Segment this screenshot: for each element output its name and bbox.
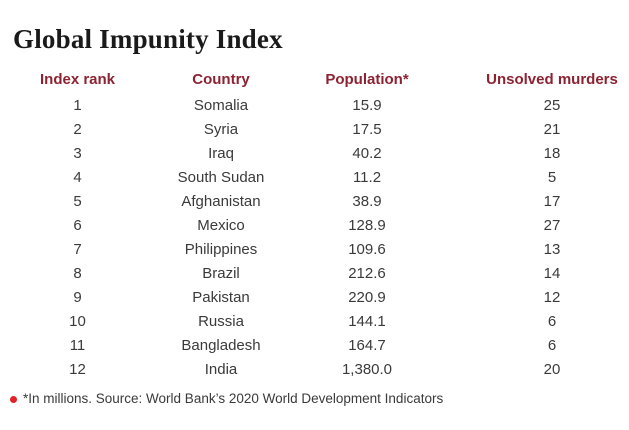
table-cell: 25 [543, 97, 561, 115]
table-cell: 9 [73, 289, 82, 307]
table-cell: 8 [73, 265, 82, 283]
table-cell: Philippines [184, 241, 258, 259]
page-title: Global Impunity Index [13, 24, 283, 54]
table-row: 10 Russia 144.1 6 [0, 310, 629, 334]
table-cell: 144.1 [348, 313, 386, 331]
column-header: Population* [325, 71, 409, 89]
table-cell: 128.9 [348, 217, 386, 235]
table-cell: 17 [543, 193, 561, 211]
table-cell: 12 [543, 289, 561, 307]
footnote-text: *In millions. Source: World Bank’s 2020 … [23, 391, 444, 407]
table-cell: 4 [73, 169, 82, 187]
table-cell: 5 [73, 193, 82, 211]
table-cell: 2 [73, 121, 82, 139]
table-row: 3 Iraq 40.2 18 [0, 142, 629, 166]
footnote: *In millions. Source: World Bank’s 2020 … [10, 391, 629, 407]
table-cell: 5 [547, 169, 557, 187]
table-cell: 6 [73, 217, 82, 235]
table-cell: Mexico [197, 217, 245, 235]
table-cell: Somalia [193, 97, 249, 115]
table-cell: 12 [69, 361, 86, 379]
table-cell: 6 [547, 337, 557, 355]
table-row: 8 Brazil 212.6 14 [0, 262, 629, 286]
header-row: Index rank Country Population* Unsolved mur… [0, 68, 629, 94]
table-cell: Russia [198, 313, 244, 331]
table-cell: Afghanistan [181, 193, 261, 211]
table-cell: Brazil [202, 265, 240, 283]
column-header: Index rank [39, 71, 116, 89]
table-cell: 220.9 [348, 289, 386, 307]
table-cell: 164.7 [348, 337, 386, 355]
table-cell: Pakistan [192, 289, 250, 307]
table-cell: 38.9 [352, 193, 382, 211]
table-row: 6 Mexico 128.9 27 [0, 214, 629, 238]
table-cell: 18 [543, 145, 561, 163]
table-row: 2 Syria 17.5 21 [0, 118, 629, 142]
table-cell: 1 [73, 97, 82, 115]
table-cell: 109.6 [348, 241, 386, 259]
table-cell: 7 [73, 241, 82, 259]
table-cell: 14 [543, 265, 561, 283]
table-cell: 10 [69, 313, 86, 331]
table-cell: 11 [69, 337, 86, 355]
table-cell: 6 [547, 313, 557, 331]
column-header: Unsolved murders [486, 71, 618, 89]
impunity-table: Index rank Country Population* Unsolved mur… [0, 68, 629, 382]
table-cell: 17.5 [352, 121, 382, 139]
table-row: 9 Pakistan 220.9 12 [0, 286, 629, 310]
table-row: 7 Philippines 109.6 13 [0, 238, 629, 262]
table-body: 1 Somalia 15.9 25 2 Syria 17.5 21 3 Iraq 40.2 18 4 So… [0, 94, 629, 382]
table-cell: 20 [543, 361, 561, 379]
table-row: 4 South Sudan 11.2 5 [0, 166, 629, 190]
table-cell: 13 [543, 241, 561, 259]
table-cell: 3 [73, 145, 82, 163]
footnote-bullet-icon [10, 395, 17, 403]
table-cell: India [204, 361, 238, 379]
table-cell: South Sudan [177, 169, 265, 187]
table-cell: 21 [543, 121, 561, 139]
table-cell: 40.2 [352, 145, 382, 163]
table-row: 1 Somalia 15.9 25 [0, 94, 629, 118]
table-row: 12 India 1,380.0 20 [0, 358, 629, 382]
table-cell: 1,380.0 [341, 361, 393, 379]
table-cell: 15.9 [352, 97, 382, 115]
table-row: 11 Bangladesh 164.7 6 [0, 334, 629, 358]
table-cell: 27 [543, 217, 561, 235]
table-cell: Iraq [208, 145, 234, 163]
table-cell: Bangladesh [181, 337, 261, 355]
table-cell: Syria [203, 121, 239, 139]
column-header: Country [192, 71, 250, 89]
table-row: 5 Afghanistan 38.9 17 [0, 190, 629, 214]
table-cell: 212.6 [348, 265, 386, 283]
table-cell: 11.2 [352, 169, 382, 187]
